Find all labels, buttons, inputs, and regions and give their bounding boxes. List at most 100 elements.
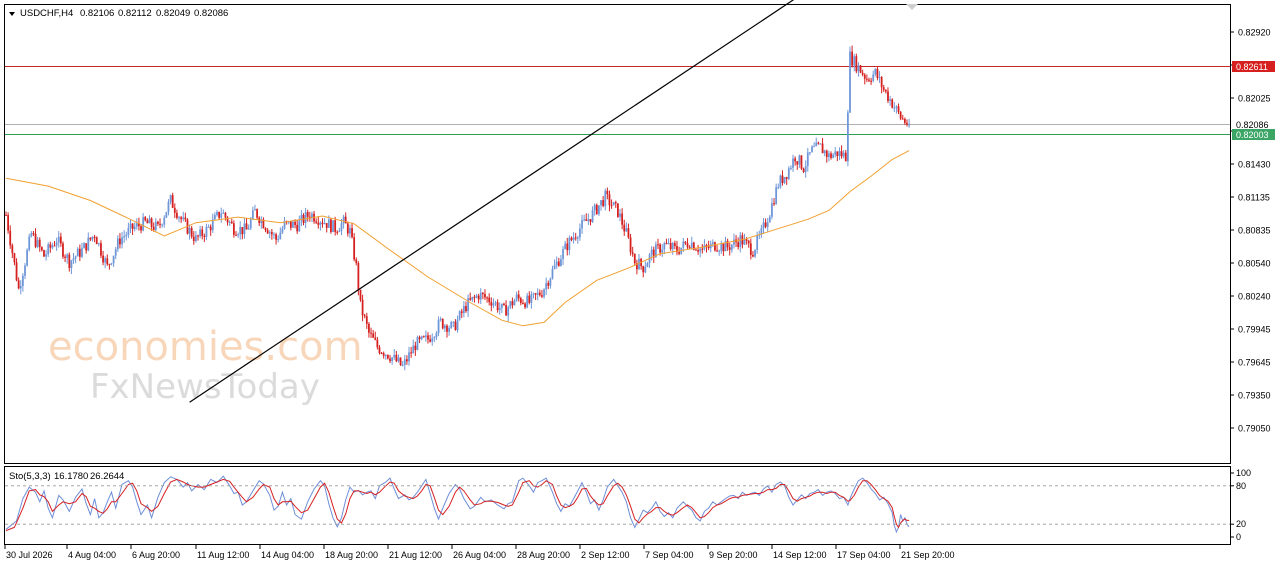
candle-body (321, 222, 324, 224)
candle-body (355, 259, 358, 264)
candle-body (811, 146, 813, 153)
candle-body (28, 236, 31, 250)
candle-body (216, 211, 218, 216)
candle-body (809, 152, 811, 154)
candle-body (768, 216, 771, 223)
candle-body (781, 175, 784, 183)
candle-body (868, 79, 870, 81)
candle-body (669, 243, 672, 250)
candle-body (585, 219, 588, 221)
resistance-tag-text: 0.82611 (1236, 62, 1268, 72)
candle-body (89, 237, 92, 240)
candle-body (148, 218, 151, 224)
support-price-tag: 0.82003 (1232, 129, 1275, 140)
candle-body (553, 265, 556, 269)
candle-body (760, 228, 763, 235)
candle-body (777, 187, 780, 189)
candle-body (790, 167, 792, 169)
candle-body (629, 237, 632, 253)
candle-body (823, 150, 826, 154)
symbol-dropdown-icon[interactable] (9, 12, 15, 16)
candle-body (878, 77, 881, 79)
candle-body (673, 243, 676, 246)
candle-body (570, 237, 573, 240)
time-tick-label: 14 Aug 04:00 (261, 550, 314, 560)
candle-body (496, 302, 499, 311)
candle-body (62, 243, 64, 257)
candle-body (429, 339, 432, 342)
candle-body (513, 300, 516, 306)
candle-body (195, 235, 197, 242)
current-tag-text: 0.82086 (1236, 120, 1269, 130)
candle-body (724, 240, 727, 252)
candle-body (289, 221, 292, 228)
candle-body (68, 254, 71, 269)
candle-body (264, 228, 267, 231)
candle-body (737, 242, 740, 248)
candle-body (631, 252, 634, 254)
candle-body (279, 232, 282, 239)
candle-body (304, 212, 307, 223)
candle-body (718, 250, 721, 252)
candle-body (591, 210, 594, 222)
candle-body (467, 298, 469, 312)
candle-body (604, 190, 607, 206)
candle-body (830, 153, 832, 158)
candle-body (903, 118, 906, 123)
candle-body (526, 295, 529, 308)
time-tick-label: 21 Sep 20:00 (901, 550, 955, 560)
candle-body (752, 254, 754, 257)
candle-body (34, 233, 37, 247)
candle-body (296, 224, 299, 232)
candle-body (802, 168, 805, 172)
candle-body (399, 357, 402, 366)
stochastic-main-line (5, 475, 910, 534)
candle-body (157, 221, 159, 224)
candle-body (249, 219, 252, 229)
candle-body (462, 305, 465, 314)
candle-body (695, 249, 697, 251)
candle-body (545, 283, 548, 290)
candle-body (627, 228, 630, 238)
candle-body (116, 238, 119, 250)
candle-body (490, 302, 493, 306)
candle-body (787, 168, 790, 179)
candle-body (684, 241, 687, 244)
candle-body (275, 234, 277, 240)
candle-body (595, 204, 598, 214)
candle-body (85, 243, 88, 251)
candle-body (401, 364, 404, 366)
candle-body (163, 217, 166, 225)
candle-body (766, 222, 769, 227)
candle-body (395, 354, 398, 362)
candle-body (728, 247, 731, 250)
candle-body (505, 305, 507, 316)
time-tick-label: 21 Aug 12:00 (389, 550, 442, 560)
time-tick-label: 28 Aug 20:00 (517, 550, 570, 560)
candle-body (893, 107, 896, 109)
candle-body (368, 323, 370, 333)
candle-body (102, 255, 104, 263)
price-tick-label: 0.82025 (1238, 94, 1271, 104)
candle-body (692, 242, 695, 250)
stochastic-tick-label: 100 (1236, 468, 1251, 478)
candle-body (908, 124, 910, 126)
candle-body (562, 249, 564, 260)
candle-body (372, 333, 375, 338)
candle-body (245, 223, 248, 230)
candle-body (534, 293, 537, 295)
price-tick-label: 0.79945 (1238, 325, 1271, 335)
candle-body (416, 337, 419, 350)
stochastic-panel-frame (4, 466, 1231, 545)
candle-body (853, 56, 856, 66)
candle-body (863, 74, 866, 79)
candle-body (91, 236, 94, 240)
candle-body (819, 143, 822, 145)
candle-body (228, 221, 231, 223)
candle-body (260, 219, 263, 224)
trendline[interactable] (189, 0, 1060, 403)
candle-body (450, 322, 453, 329)
candle-body (40, 247, 43, 251)
price-tick-label: 0.82920 (1238, 28, 1271, 38)
